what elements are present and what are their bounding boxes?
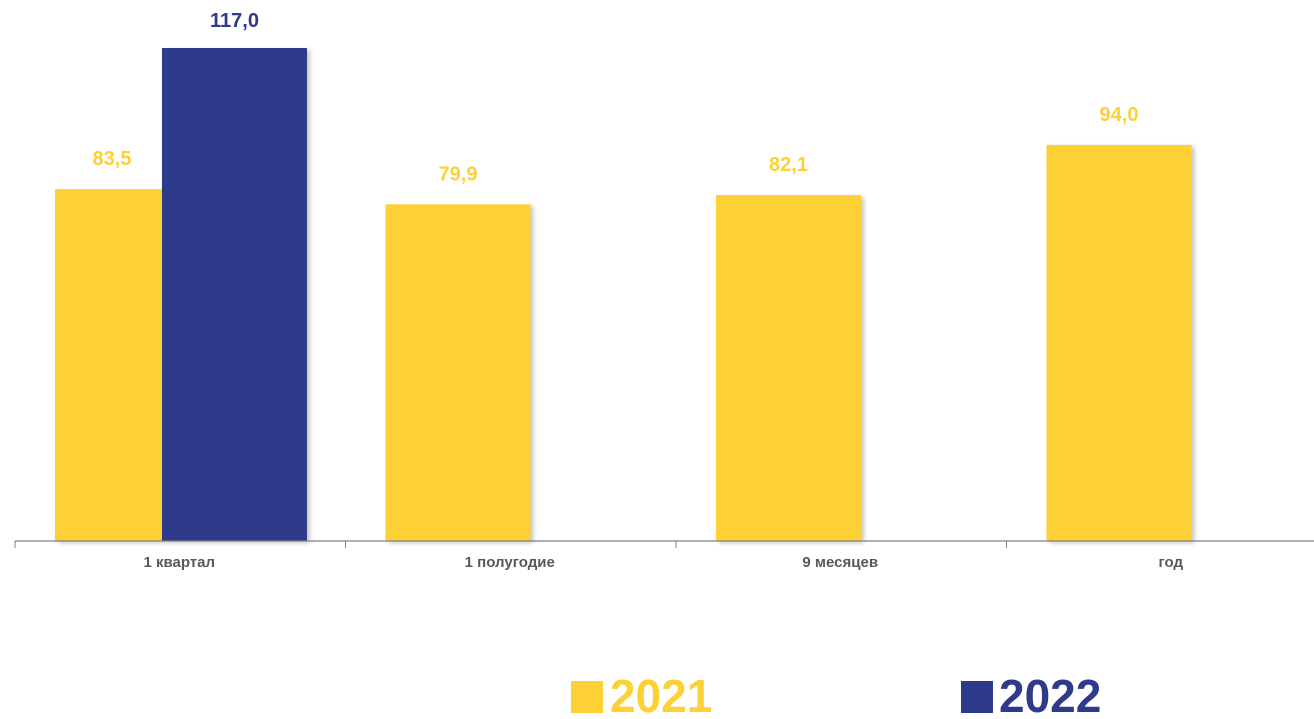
bar-2021-4 bbox=[1046, 144, 1192, 541]
bar-2021-2 bbox=[385, 204, 531, 542]
legend-swatch-2022 bbox=[961, 681, 993, 713]
x-tick-label-3: 9 месяцев bbox=[802, 554, 878, 571]
data-labels-layer: 83,5 117,0 79,9 82,1 94,0 bbox=[93, 10, 1139, 185]
x-tick-label-4: год bbox=[1158, 554, 1183, 571]
bar-2021-1 bbox=[55, 189, 162, 541]
data-label-2021-3: 82,1 bbox=[769, 154, 808, 176]
legend-swatch-2021 bbox=[571, 681, 603, 713]
bar-2022-1 bbox=[162, 48, 307, 541]
data-label-2021-4: 94,0 bbox=[1100, 104, 1139, 126]
data-label-2021-1: 83,5 bbox=[93, 148, 132, 170]
data-label-2021-2: 79,9 bbox=[439, 163, 478, 185]
bars-layer bbox=[55, 48, 1192, 542]
x-axis: 1 квартал 1 полугодие 9 месяцев год bbox=[14, 540, 1314, 571]
legend-label-2022: 2022 bbox=[999, 670, 1101, 714]
x-tick-label-2: 1 полугодие bbox=[465, 554, 555, 571]
legend-label-2021: 2021 bbox=[610, 670, 712, 714]
data-label-2022-1: 117,0 bbox=[210, 10, 259, 32]
x-tick-label-1: 1 квартал bbox=[143, 554, 215, 571]
bar-2021-3 bbox=[716, 195, 861, 542]
legend: 2021 2022 bbox=[571, 670, 1101, 719]
